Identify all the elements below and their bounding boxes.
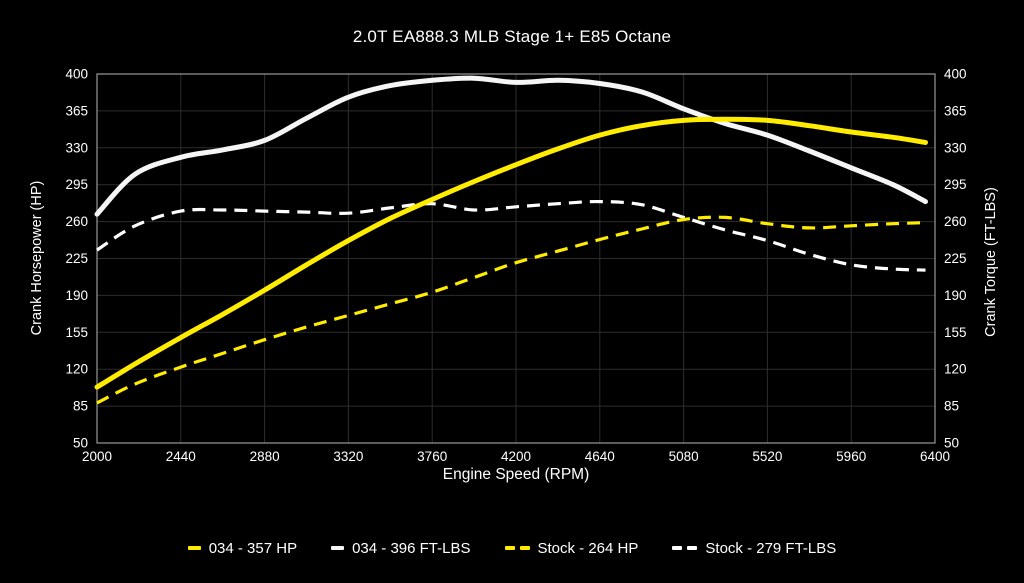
x-tick-label: 5520	[752, 449, 782, 464]
legend-swatch-dash	[187, 546, 201, 550]
plot-frame	[96, 73, 936, 444]
y-tick-label-right: 190	[944, 288, 967, 303]
y-tick-label-right: 295	[944, 177, 967, 192]
legend-swatch-dash	[331, 546, 345, 550]
legend-item: Stock - 279 FT-LBS	[672, 540, 836, 557]
y-tick-label-right: 260	[944, 214, 967, 229]
x-tick-label: 2880	[250, 449, 280, 464]
y-tick-label-right: 330	[944, 140, 967, 155]
legend-label: 034 - 357 HP	[208, 539, 298, 557]
x-tick-label: 6400	[920, 449, 950, 464]
curve-stock-264-hp	[96, 215, 926, 405]
y-tick-label-right: 50	[944, 436, 959, 451]
chart-legend: 034 - 357 HP 034 - 396 FT-LBS Stock - 264 …	[0, 536, 1024, 560]
x-tick-label: 5960	[836, 449, 866, 464]
x-tick-label: 4200	[501, 449, 531, 464]
y-tick-label-right: 120	[944, 362, 967, 377]
chart-title: 2.0T EA888.3 MLB Stage 1+ E85 Octane	[352, 27, 672, 46]
legend-item: 034 - 357 HP	[187, 539, 298, 557]
x-tick-label: 2440	[166, 449, 196, 464]
legend-line-swatch	[187, 546, 201, 550]
y-tick-label-left: 190	[65, 288, 88, 303]
y-tick-label-right: 225	[944, 251, 967, 266]
y-tick-label-left: 155	[65, 325, 88, 340]
legend-label: Stock - 279 FT-LBS	[705, 539, 837, 557]
legend-swatch-dash	[672, 546, 683, 550]
y-tick-label-right: 365	[944, 103, 967, 118]
y-tick-label-left: 400	[65, 67, 88, 82]
y-tick-label-left: 365	[65, 103, 88, 118]
y-tick-label-left: 225	[65, 251, 88, 266]
y-tick-label-left: 85	[73, 399, 88, 414]
legend-item: Stock - 264 HP	[504, 539, 639, 557]
curve-stock-279-ft-lbs	[96, 199, 926, 272]
x-tick-label: 3760	[417, 449, 447, 464]
curve-034-396-ft-lbs	[94, 75, 928, 217]
y-tick-label-left: 120	[65, 362, 88, 377]
x-tick-label: 3320	[333, 449, 363, 464]
y-tick-label-left: 50	[73, 436, 88, 451]
legend-swatch-dash	[504, 546, 515, 550]
x-tick-label: 5080	[669, 449, 699, 464]
x-tick-label: 2000	[82, 449, 112, 464]
y-tick-label-right: 155	[944, 325, 967, 340]
legend-swatch-dash	[687, 546, 698, 550]
y-tick-label-left: 330	[65, 140, 88, 155]
legend-line-swatch	[504, 546, 530, 550]
x-axis-label: Engine Speed (RPM)	[442, 466, 590, 483]
y-tick-label-left: 295	[65, 177, 88, 192]
legend-label: 034 - 396 FT-LBS	[352, 539, 471, 557]
legend-line-swatch	[331, 546, 345, 550]
legend-label: Stock - 264 HP	[537, 539, 639, 557]
y-tick-label-right: 400	[944, 67, 967, 82]
dyno-plot-area: 2000 2440 2880 3320 3760 4200 4640 5080 5520 5960…	[65, 67, 967, 465]
curve-034-357-hp	[94, 116, 928, 390]
legend-item: 034 - 396 FT-LBS	[331, 539, 471, 557]
legend-swatch-dash	[519, 546, 530, 550]
y-tick-label-right: 85	[944, 399, 959, 414]
y-tick-label-left: 260	[65, 214, 88, 229]
legend-line-swatch	[672, 546, 698, 550]
x-tick-label: 4640	[585, 449, 615, 464]
